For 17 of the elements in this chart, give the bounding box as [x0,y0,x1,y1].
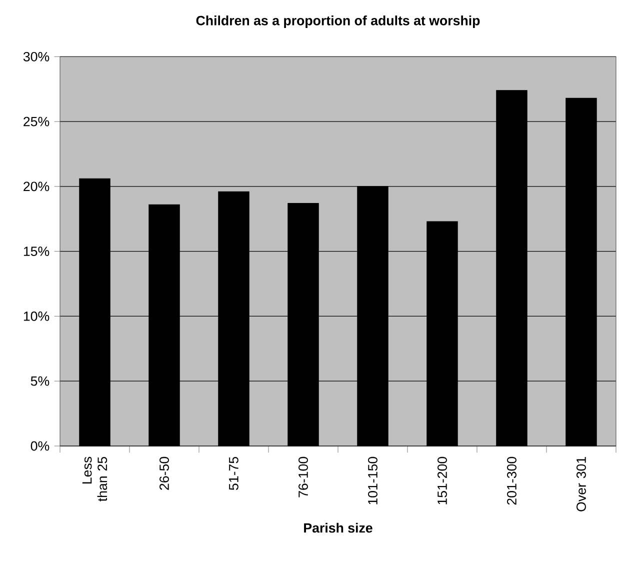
y-tick-label: 30% [23,52,50,62]
y-tick-label: 25% [24,116,50,126]
x-tick-label: Over 301 [576,457,586,512]
x-tick-label: 201-300 [507,456,516,505]
y-tick-label: 15% [24,246,50,256]
y-tick-label: 20% [24,182,50,192]
x-tick-label: 151-200 [438,456,447,504]
y-tick-label: 10% [24,312,50,321]
x-tick-label: 76-100 [298,456,308,498]
x-tick-label: 26-50 [160,456,169,490]
y-tick-label: 0% [30,441,50,451]
x-tick-label: Less than 25 [82,456,108,502]
y-tick-label: 5% [30,376,50,386]
chart-title: Children as a proportion of adults at worship [196,16,480,28]
x-axis-title: Parish size [304,522,372,533]
x-tick-label: 101-150 [368,456,378,504]
x-tick-label: 51-75 [229,456,238,490]
